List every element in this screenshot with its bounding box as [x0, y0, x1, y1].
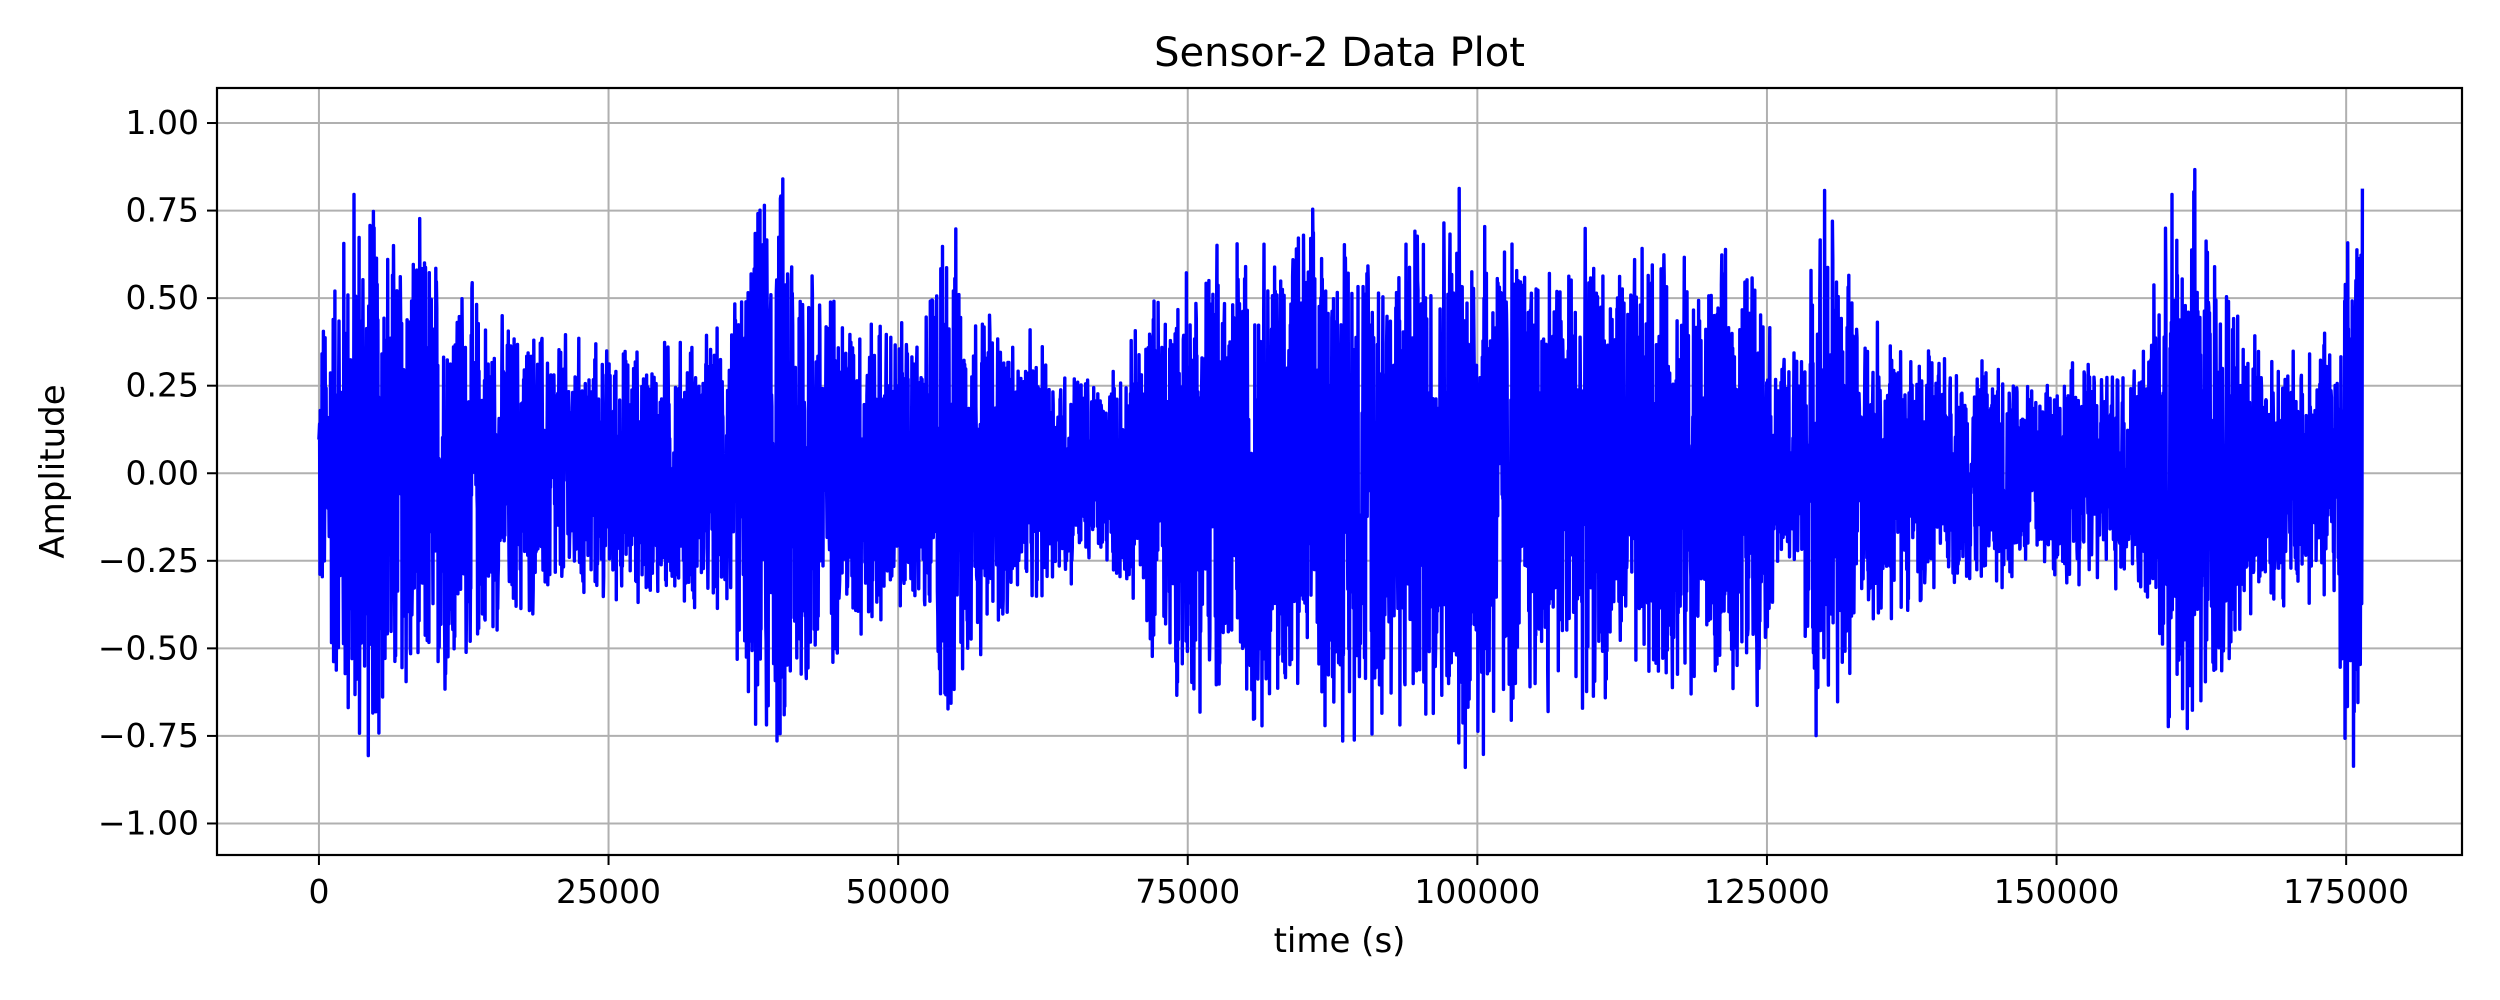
y-tick-label: −0.50: [98, 628, 199, 667]
y-axis-label: Amplitude: [33, 384, 73, 558]
x-tick-label: 50000: [846, 872, 951, 911]
x-tick-label: 0: [308, 872, 329, 911]
x-tick-label: 75000: [1135, 872, 1240, 911]
y-tick-label: 0.75: [126, 191, 199, 230]
y-axis: 1.00 0.75 0.50 0.25 0.00 −0.25 −0.50 −0.75 −1.00: [98, 103, 217, 842]
x-tick-label: 125000: [1704, 872, 1830, 911]
x-tick-label: 25000: [556, 872, 661, 911]
x-axis: 0 25000 50000 75000 100000 125000 150000 175000: [308, 855, 2409, 911]
y-tick-label: 0.25: [126, 366, 199, 405]
y-tick-label: −0.25: [98, 541, 199, 580]
y-tick-label: −1.00: [98, 803, 199, 842]
x-tick-label: 150000: [1994, 872, 2120, 911]
series-line: [317, 167, 2365, 770]
y-tick-label: 0.50: [126, 278, 199, 317]
y-tick-label: 0.00: [126, 453, 199, 492]
x-tick-label: 100000: [1414, 872, 1540, 911]
y-tick-label: 1.00: [126, 103, 199, 142]
axes-frame: [215, 86, 2464, 857]
x-tick-label: 175000: [2283, 872, 2409, 911]
plot-area: [317, 167, 2365, 770]
chart-title: Sensor-2 Data Plot: [1154, 30, 1525, 76]
y-tick-label: −0.75: [98, 716, 199, 755]
x-axis-label: time (s): [1274, 921, 1406, 961]
